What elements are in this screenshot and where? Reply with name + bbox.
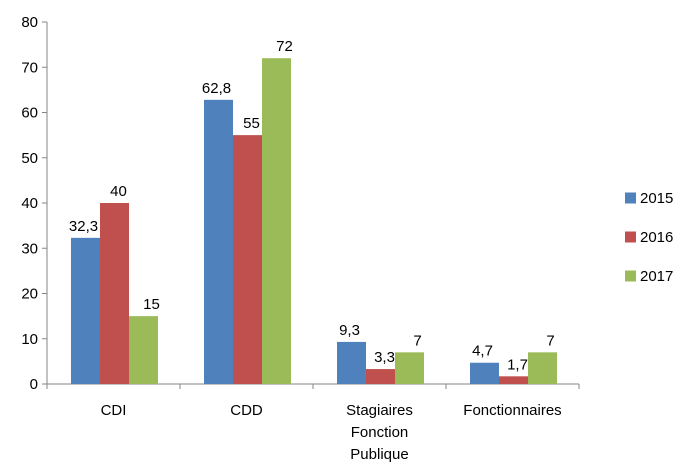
data-label-2016: 3,3 — [374, 349, 395, 366]
data-label-2017: 15 — [143, 296, 160, 313]
y-tick-label: 80 — [21, 14, 38, 31]
chart-axes: 0 10 20 30 40 50 60 70 80 — [21, 14, 580, 393]
chart-bars — [71, 58, 557, 384]
y-tick-label: 70 — [21, 59, 38, 76]
chart-category-labels: CDI CDD Stagiaires Fonction Publique Fonction… — [101, 402, 562, 463]
legend-label-2015: 2015 — [640, 190, 673, 207]
y-tick-label: 10 — [21, 331, 38, 348]
x-category-label-line: Fonction — [351, 424, 409, 441]
y-tick-label: 50 — [21, 150, 38, 167]
legend-swatch-2016 — [625, 231, 636, 243]
x-category-label: CDI — [101, 402, 127, 419]
legend-label-2016: 2016 — [640, 229, 673, 246]
bar-2015 — [470, 362, 499, 384]
data-label-2015: 4,7 — [472, 343, 493, 360]
bar-2017 — [129, 316, 158, 384]
y-tick-label: 0 — [30, 376, 38, 393]
x-category-label: Stagiaires Fonction Publique — [346, 402, 413, 463]
y-tick-label: 30 — [21, 240, 38, 257]
chart-data-labels: 32,3 40 15 62,8 55 72 9,3 3,3 7 4,7 1,7 7 — [69, 38, 555, 373]
bar-2016 — [366, 369, 395, 384]
bar-2017 — [528, 352, 557, 384]
y-tick-label: 20 — [21, 286, 38, 303]
legend-label-2017: 2017 — [640, 268, 673, 285]
data-label-2015: 62,8 — [202, 80, 231, 97]
data-label-2016: 40 — [110, 183, 127, 200]
x-category-label-line: CDD — [230, 402, 263, 419]
bar-2016 — [233, 135, 262, 384]
chart-legend: 2015 2016 2017 — [625, 190, 673, 285]
data-label-2017: 7 — [413, 332, 421, 349]
x-category-label: CDD — [230, 402, 263, 419]
y-tick-label: 40 — [21, 195, 38, 212]
data-label-2015: 9,3 — [339, 322, 360, 339]
x-category-label-line: CDI — [101, 402, 127, 419]
data-label-2016: 55 — [243, 115, 260, 132]
data-label-2015: 32,3 — [69, 218, 98, 235]
x-category-label-line: Fonctionnaires — [463, 402, 561, 419]
x-category-label: Fonctionnaires — [463, 402, 561, 419]
data-label-2017: 72 — [276, 38, 293, 55]
bar-2015 — [204, 99, 233, 384]
bar-2016 — [100, 203, 129, 384]
x-category-label-line: Stagiaires — [346, 402, 413, 419]
legend-swatch-2015 — [625, 192, 636, 204]
x-category-label-line: Publique — [350, 446, 408, 463]
data-label-2017: 7 — [546, 332, 554, 349]
bar-2015 — [71, 237, 100, 384]
bar-2017 — [262, 58, 291, 384]
legend-swatch-2017 — [625, 270, 636, 282]
bar-2015 — [337, 341, 366, 384]
data-label-2016: 1,7 — [507, 356, 528, 373]
bar-2016 — [499, 376, 528, 384]
bar-2017 — [395, 352, 424, 384]
y-tick-label: 60 — [21, 105, 38, 122]
